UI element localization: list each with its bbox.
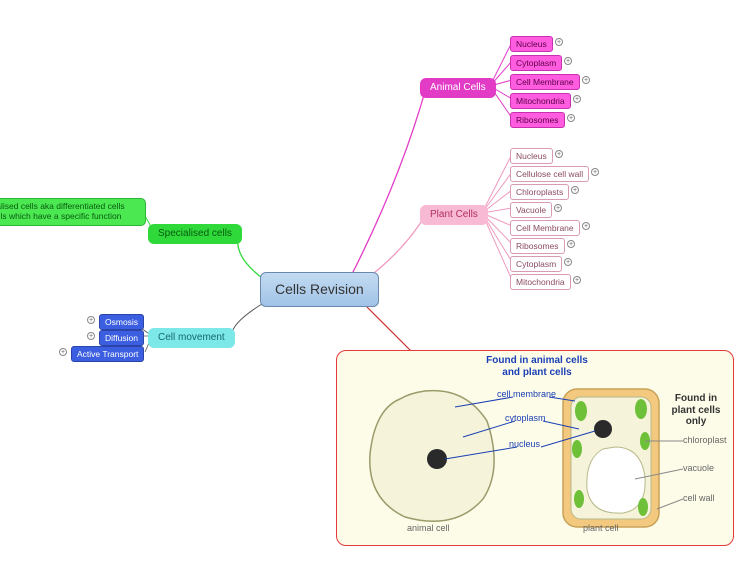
label-cytoplasm: cytoplasm <box>505 413 546 423</box>
leaf-osmosis[interactable]: Osmosis <box>99 314 144 330</box>
leaf-nucleus[interactable]: Nucleus <box>510 36 553 52</box>
expand-icon[interactable]: + <box>573 95 581 103</box>
label-chloroplast: chloroplast <box>683 435 727 445</box>
center-node[interactable]: Cells Revision <box>260 272 379 307</box>
leaf-cell-membrane[interactable]: Cell Membrane <box>510 220 580 236</box>
label-vacuole: vacuole <box>683 463 714 473</box>
expand-icon[interactable]: + <box>567 114 575 122</box>
expand-icon[interactable]: + <box>591 168 599 176</box>
cell-diagram-svg <box>345 359 727 539</box>
leaf-cytoplasm[interactable]: Cytoplasm <box>510 256 562 272</box>
branch-label: Specialised cells <box>158 228 232 239</box>
center-label: Cells Revision <box>275 281 364 297</box>
leaf-mitochondria[interactable]: Mitochondria <box>510 274 571 290</box>
branch-label: Animal Cells <box>430 82 486 93</box>
leaf-mitochondria[interactable]: Mitochondria <box>510 93 571 109</box>
expand-icon[interactable]: + <box>554 204 562 212</box>
expand-icon[interactable]: + <box>59 348 67 356</box>
branch-cell-movement[interactable]: Cell movement <box>148 328 235 348</box>
leaf-cell-membrane[interactable]: Cell Membrane <box>510 74 580 90</box>
branch-label: Plant Cells <box>430 209 478 220</box>
branch-label: Cell movement <box>158 332 225 343</box>
expand-icon[interactable]: + <box>573 276 581 284</box>
leaf-vacuole[interactable]: Vacuole <box>510 202 552 218</box>
leaf-cytoplasm[interactable]: Cytoplasm <box>510 55 562 71</box>
diagram-title-shared: Found in animal cells and plant cells <box>477 355 597 378</box>
label-cell-wall: cell wall <box>683 493 715 503</box>
expand-icon[interactable]: + <box>555 38 563 46</box>
specialised-note[interactable]: Specialised cells aka differentiated cel… <box>0 198 146 226</box>
branch-specialised-cells[interactable]: Specialised cells <box>148 224 242 244</box>
leaf-active-transport[interactable]: Active Transport <box>71 346 144 362</box>
expand-icon[interactable]: + <box>564 258 572 266</box>
expand-icon[interactable]: + <box>555 150 563 158</box>
leaf-chloroplasts[interactable]: Chloroplasts <box>510 184 569 200</box>
cell-diagram: Found in animal cells and plant cells Fo… <box>336 350 734 546</box>
leaf-ribosomes[interactable]: Ribosomes <box>510 112 565 128</box>
label-plant-cell: plant cell <box>583 523 619 533</box>
expand-icon[interactable]: + <box>571 186 579 194</box>
leaf-diffusion[interactable]: Diffusion <box>99 330 144 346</box>
expand-icon[interactable]: + <box>582 222 590 230</box>
diagram-title-plant-only: Found in plant cells only <box>665 393 727 428</box>
leaf-cellulose-cell-wall[interactable]: Cellulose cell wall <box>510 166 589 182</box>
label-nucleus: nucleus <box>509 439 540 449</box>
note-text: Specialised cells aka differentiated cel… <box>0 201 125 221</box>
label-cell-membrane: cell membrane <box>497 389 556 399</box>
expand-icon[interactable]: + <box>87 332 95 340</box>
leaf-ribosomes[interactable]: Ribosomes <box>510 238 565 254</box>
leaf-nucleus[interactable]: Nucleus <box>510 148 553 164</box>
expand-icon[interactable]: + <box>582 76 590 84</box>
expand-icon[interactable]: + <box>87 316 95 324</box>
branch-animal-cells[interactable]: Animal Cells <box>420 78 496 98</box>
expand-icon[interactable]: + <box>564 57 572 65</box>
branch-plant-cells[interactable]: Plant Cells <box>420 205 488 225</box>
label-animal-cell: animal cell <box>407 523 450 533</box>
expand-icon[interactable]: + <box>567 240 575 248</box>
